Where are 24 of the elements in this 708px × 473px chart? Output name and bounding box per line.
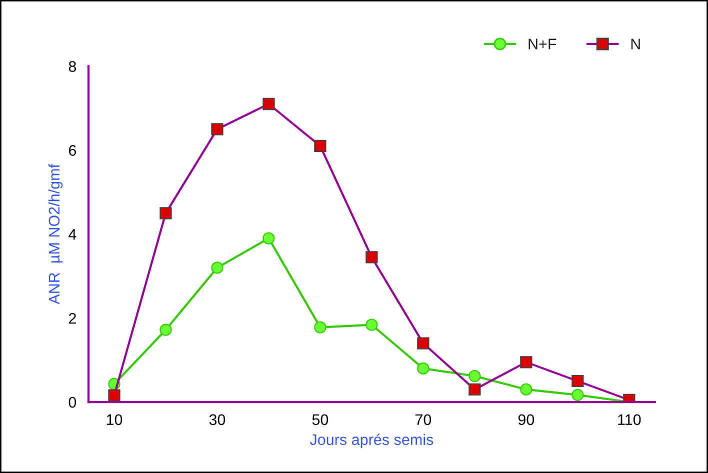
x-axis-title: Jours aprés semis: [310, 434, 434, 448]
legend-label: N+F: [528, 38, 556, 50]
x-tick-label: 110: [618, 414, 641, 426]
x-tick-label: 30: [209, 414, 226, 426]
y-tick-label: 8: [68, 61, 76, 72]
point: [160, 324, 172, 336]
x-tick-label: 90: [518, 414, 534, 426]
point: [262, 232, 275, 244]
y-tick-label: 0: [68, 396, 76, 408]
point: [468, 370, 481, 382]
x-tick-label: 70: [415, 414, 432, 426]
y-axis-title: ANR µM NO2/h/gmf: [48, 164, 63, 304]
x-tick-label: 10: [106, 414, 122, 426]
y-tick-label: 6: [68, 145, 76, 156]
point: [366, 318, 378, 331]
point: [572, 388, 584, 401]
point: [417, 362, 430, 375]
x-tick-label: 50: [312, 414, 328, 426]
legend-label: N: [631, 38, 640, 50]
point: [314, 321, 326, 334]
point: [211, 262, 224, 274]
y-tick-label: 4: [68, 229, 76, 240]
point: [520, 383, 532, 396]
y-tick-label: 2: [68, 312, 76, 324]
